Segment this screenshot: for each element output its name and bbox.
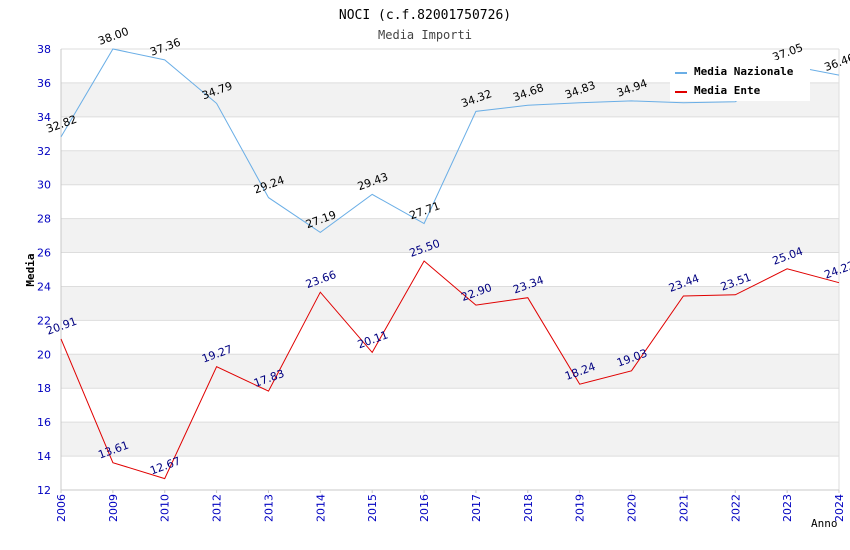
y-tick-label: 22 (37, 314, 51, 327)
background-bands (61, 82, 839, 457)
x-tick-label: 2024 (833, 494, 846, 522)
x-tick-label: 2020 (626, 494, 639, 522)
x-axis-label: Anno (811, 517, 838, 530)
data-label: 24.22 (823, 259, 850, 282)
x-tick-label: 2006 (55, 494, 68, 522)
x-tick-label: 2023 (781, 494, 794, 522)
y-axis-label: Media (24, 253, 37, 286)
chart-subtitle: Media Importi (378, 28, 472, 42)
x-tick-label: 2021 (677, 494, 690, 522)
x-tick-label: 2012 (211, 494, 224, 522)
y-tick-label: 32 (37, 145, 51, 158)
data-label: 36.46 (823, 51, 850, 74)
y-tick-label: 34 (37, 111, 51, 124)
y-tick-label: 20 (37, 348, 51, 361)
x-tick-label: 2014 (314, 494, 327, 522)
legend-box (670, 60, 810, 101)
y-tick-label: 36 (37, 77, 51, 90)
y-tick-label: 24 (37, 280, 51, 293)
x-tick-label: 2022 (729, 494, 742, 522)
y-tick-label: 16 (37, 416, 51, 429)
x-tick-label: 2016 (418, 494, 431, 522)
y-tick-label: 26 (37, 247, 51, 260)
legend: Media Nazionale Media Ente (670, 60, 810, 101)
y-tick-label: 14 (37, 450, 51, 463)
data-label: 12.67 (148, 454, 182, 477)
legend-label-media-ente: Media Ente (694, 84, 761, 97)
data-label: 38.00 (96, 25, 130, 48)
background-band (61, 422, 839, 457)
legend-label-media-nazionale: Media Nazionale (694, 65, 794, 78)
chart-title: NOCI (c.f.82001750726) (339, 8, 511, 23)
series-line (60, 260, 840, 480)
x-tick-label: 2019 (574, 494, 587, 522)
background-band (61, 218, 839, 253)
x-tick-label: 2015 (366, 494, 379, 522)
x-tick-label: 2013 (262, 494, 275, 522)
x-tick-label: 2010 (159, 494, 172, 522)
background-band (61, 286, 839, 321)
background-band (61, 354, 839, 389)
x-tick-label: 2009 (107, 494, 120, 522)
data-label: 37.36 (148, 36, 182, 59)
data-label: 20.11 (356, 328, 390, 351)
series-line (60, 48, 840, 234)
y-tick-label: 30 (37, 179, 51, 192)
x-tick-label: 2017 (470, 494, 483, 522)
y-tick-label: 18 (37, 382, 51, 395)
y-tick-label: 12 (37, 484, 51, 497)
y-tick-label: 38 (37, 43, 51, 56)
x-tick-label: 2018 (522, 494, 535, 522)
y-tick-label: 28 (37, 213, 51, 226)
